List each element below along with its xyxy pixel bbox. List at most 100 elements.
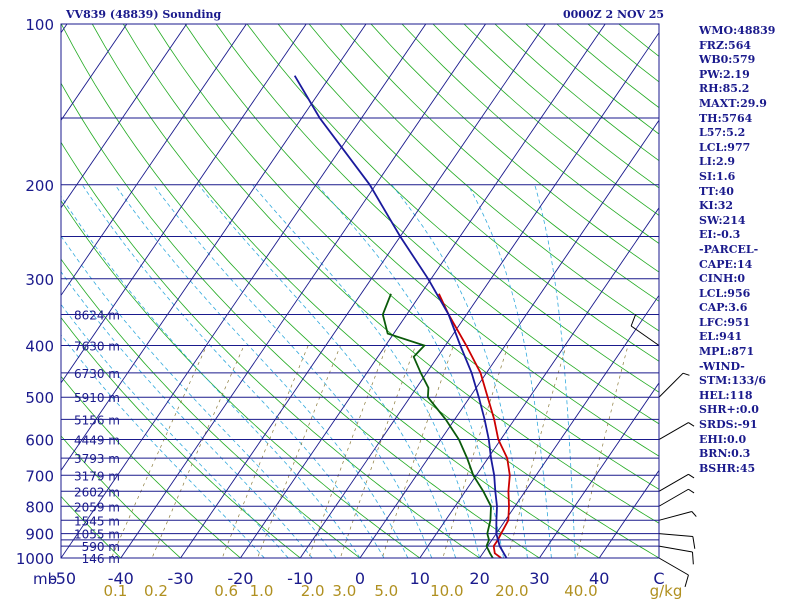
index-item: SRDS:-91 [699,418,758,432]
moist-adiabat-line [534,184,576,558]
wind-barb-staff [658,488,689,507]
height-label: 2059 m [74,500,120,514]
mixing-ratio-line [257,345,341,558]
dry-adiabat-line [61,435,182,558]
height-label: 3793 m [74,452,120,466]
mixing-ratio-label: 1.0 [250,582,274,600]
index-item: EI:-0.3 [699,228,741,242]
wind-barb-staff [658,473,689,492]
dry-adiabat-line [184,24,659,457]
pressure-tick-label: 1000 [16,550,54,568]
height-label: 1545 m [74,514,120,528]
isotherm-line [180,24,546,558]
dry-adiabat-line [122,24,659,524]
mixing-ratio-line [576,345,629,558]
mixing-ratio-label: 20.0 [495,582,528,600]
isotherm-line [61,24,427,558]
dry-adiabat-line [61,141,481,558]
mixing-ratio-line [308,345,388,558]
temperature-tick-label: -20 [227,569,253,588]
index-item: PW:2.19 [699,67,750,81]
index-item: LI:2.9 [699,155,736,169]
isotherm-line [0,12,15,569]
moist-adiabat-line [252,184,480,558]
mixing-ratio-label: 40.0 [564,582,597,600]
index-item: SHR+:0.0 [699,403,759,417]
wind-barb-staff [630,325,660,346]
mixing-ratio-line [442,345,509,558]
parcel-line [293,75,508,558]
mixing-ratio-line [340,345,416,558]
index-item: TT:40 [699,184,734,198]
wind-barb-flag [692,536,696,549]
temperature-tick-label: -40 [108,569,134,588]
mixing-ratio-label: 0.1 [103,582,127,600]
wind-barb-flag [688,473,695,479]
mixing-ratio-label: 0.2 [144,582,168,600]
mixing-ratio-line [381,345,454,558]
temperature-tick-label: 20 [469,569,489,588]
index-item: BRN:0.3 [699,447,751,461]
dry-adiabat-line [246,24,659,393]
moist-adiabat-line [61,271,313,558]
moist-adiabat-line [61,195,361,558]
dry-adiabat-line [61,375,242,558]
index-item: LCL:956 [699,286,751,300]
pressure-tick-label: 500 [25,389,54,407]
height-label: 4449 m [74,434,120,448]
pressure-tick-label: 800 [25,498,54,516]
dry-adiabat-line [91,24,659,558]
wind-barb-flag [630,314,637,327]
isotherm-line [598,469,659,558]
height-label: 6730 m [74,367,120,381]
temperature-tick-label: -50 [50,569,76,588]
mixing-ratio-label: 10.0 [430,582,463,600]
height-label: 590 m [82,540,120,554]
wind-barb-staff [658,422,689,440]
temperature-tick-label: 30 [529,569,549,588]
isotherm-line [61,24,188,209]
wind-barb-flag [688,422,695,427]
wind-barb-staff [658,533,693,538]
index-item: HEL:118 [699,388,753,402]
dry-adiabat-line [61,258,361,558]
dry-adiabat-line [370,24,659,273]
dry-adiabat-line [61,316,301,558]
pressure-tick-label: 300 [25,271,54,289]
mixing-ratio-label: 2.0 [301,582,325,600]
dry-adiabat-line [215,24,659,425]
index-item: -PARCEL- [699,242,759,256]
index-item: BSHR:45 [699,461,756,475]
dry-adiabat-line [61,200,421,558]
index-item: SW:214 [699,213,746,227]
index-item: WMO:48839 [699,24,776,37]
height-label: 8624 m [74,309,120,323]
dry-adiabat-line [339,24,659,302]
pressure-tick-label: 900 [25,526,54,544]
index-item: CAPE:14 [699,257,753,271]
wind-barb-staff [658,372,684,398]
isotherm-line [479,294,659,558]
height-label: 2602 m [74,485,120,499]
index-item: L57:5.2 [699,126,746,140]
isotherm-line [538,382,659,558]
index-item: EL:941 [699,330,743,344]
index-item: EHI:0.0 [699,432,747,446]
chart-date: 0000Z 2 NOV 25 [563,8,665,21]
grid-layer [0,12,659,569]
height-label: 5156 m [74,413,120,427]
wind-barb-staff [658,557,689,576]
pressure-axis-unit: mb [33,570,57,588]
dry-adiabat-line [61,495,122,558]
mixing-ratio-line [507,345,567,558]
index-item: WB0:579 [699,53,756,67]
index-item: MAXT:29.9 [699,96,767,110]
chart-title: VV839 (48839) Sounding [66,8,222,21]
mixing-ratio-line [111,345,208,558]
isotherm-line [359,119,659,558]
dry-adiabat-line [277,24,659,362]
pressure-tick-label: 400 [25,338,54,356]
index-item: SI:1.6 [699,169,736,183]
